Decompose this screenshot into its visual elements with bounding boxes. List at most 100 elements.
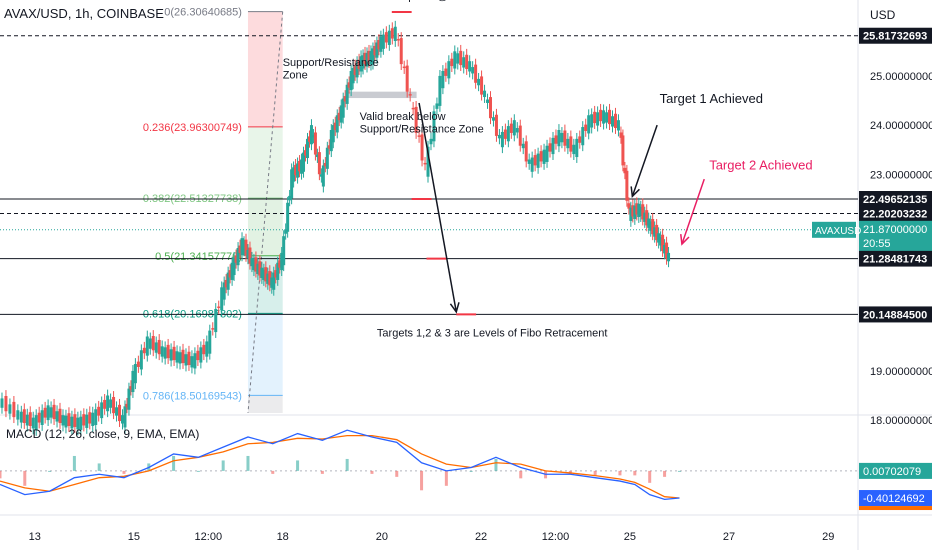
candle-body: [264, 267, 268, 282]
macd-histogram-bar: [221, 460, 225, 471]
candle-body: [355, 62, 359, 78]
candle-body: [199, 347, 203, 363]
fib-trend-line: [247, 11, 284, 414]
candle-body: [450, 58, 454, 67]
candle-body: [246, 249, 250, 259]
candle-body: [286, 202, 290, 232]
candle-body: [100, 402, 104, 419]
macd-histogram-bar: [246, 455, 250, 471]
y-tick-label: 24.00000000: [870, 120, 932, 132]
candle-body: [169, 349, 173, 361]
candle-body: [462, 57, 466, 68]
candle-body: [266, 273, 270, 284]
candle-body: [429, 138, 433, 145]
macd-histogram-bar: [494, 458, 498, 471]
fib-zone: [247, 11, 283, 127]
candle-body: [292, 167, 296, 182]
candle-body: [70, 416, 74, 429]
candle-body: [661, 234, 665, 251]
candle-body: [190, 356, 194, 368]
macd-histogram-bar: [618, 470, 622, 476]
candle-body: [667, 252, 671, 262]
candle-body: [256, 263, 260, 275]
price-label-box: [859, 250, 932, 267]
candle-body: [298, 160, 302, 172]
candle-body: [139, 350, 143, 370]
candle-body: [347, 82, 351, 88]
candle-body: [79, 416, 83, 430]
x-tick-label: 18: [277, 531, 289, 543]
candle-body: [503, 129, 507, 139]
candle-body: [294, 164, 298, 176]
currency-label: USD: [870, 8, 896, 22]
candle-body: [599, 109, 603, 122]
candle-body: [408, 94, 412, 96]
candle-body: [290, 169, 294, 199]
candle-body: [351, 68, 355, 84]
current-price-text: 21.87000000: [863, 224, 927, 236]
candle-body: [202, 344, 206, 355]
candle-body: [435, 103, 439, 109]
price-label-text: 22.20203232: [863, 208, 927, 220]
macd-title[interactable]: MACD (12, 26, close, 9, EMA, EMA): [6, 427, 200, 441]
candle-body: [304, 150, 308, 156]
candle-body: [635, 203, 639, 215]
candle-body: [483, 90, 487, 98]
candle-body: [329, 130, 333, 152]
candle-body: [623, 167, 627, 174]
candle-body: [359, 56, 363, 72]
annotation-text: Support/Resistance Zone: [360, 123, 484, 135]
candle-body: [605, 112, 609, 123]
candle-body: [242, 242, 246, 251]
symbol-title[interactable]: AVAX/USD, 1h, COINBASE: [4, 6, 164, 21]
macd-histogram-bar: [648, 470, 652, 483]
candle-body: [25, 414, 29, 426]
price-label-text: 22.49652135: [863, 194, 927, 206]
candle-body: [222, 282, 226, 300]
candle-body: [333, 122, 337, 130]
macd-histogram-bar: [677, 470, 681, 472]
candle-body: [40, 410, 44, 425]
candle-body: [160, 346, 164, 357]
macd-histogram-bar: [345, 458, 349, 471]
candle-body: [319, 174, 323, 177]
candle-body: [311, 134, 315, 138]
y-tick-label: 23.00000000: [870, 169, 932, 181]
candle-body: [205, 341, 209, 357]
x-tick-label: 15: [128, 531, 140, 543]
price-label-box: [859, 306, 932, 323]
candle-body: [637, 203, 641, 218]
candle-body: [121, 415, 125, 424]
candle-body: [657, 233, 661, 243]
candle-body: [405, 65, 409, 92]
candle-body: [367, 50, 371, 63]
y-tick-label: 19.00000000: [870, 366, 932, 378]
candle-body: [593, 111, 597, 124]
candle-body: [52, 404, 56, 420]
candle-body: [432, 111, 436, 142]
current-price-box: [859, 220, 932, 251]
annotation-text: Target 2 Achieved: [709, 157, 812, 172]
candle-body: [274, 270, 278, 278]
annotation-arrow: [418, 102, 458, 313]
candle-body: [49, 407, 53, 418]
candle-body: [254, 257, 258, 272]
candle-body: [339, 105, 343, 123]
support-resistance-zone: [347, 91, 417, 99]
candle-body: [300, 159, 304, 174]
candle-body: [542, 149, 546, 164]
candle-body: [118, 404, 122, 422]
arrow-head: [449, 302, 460, 314]
candle-body: [369, 51, 373, 65]
candle-body: [148, 338, 152, 349]
candle-body: [37, 412, 41, 423]
candle-body: [12, 401, 16, 418]
candle-body: [123, 406, 127, 428]
x-tick-label: 25: [624, 531, 636, 543]
candle-body: [43, 407, 47, 418]
candle-body: [426, 146, 430, 177]
price-label-box: [859, 205, 932, 222]
macd-histogram-bar: [0, 470, 2, 479]
candle-body: [97, 406, 101, 416]
